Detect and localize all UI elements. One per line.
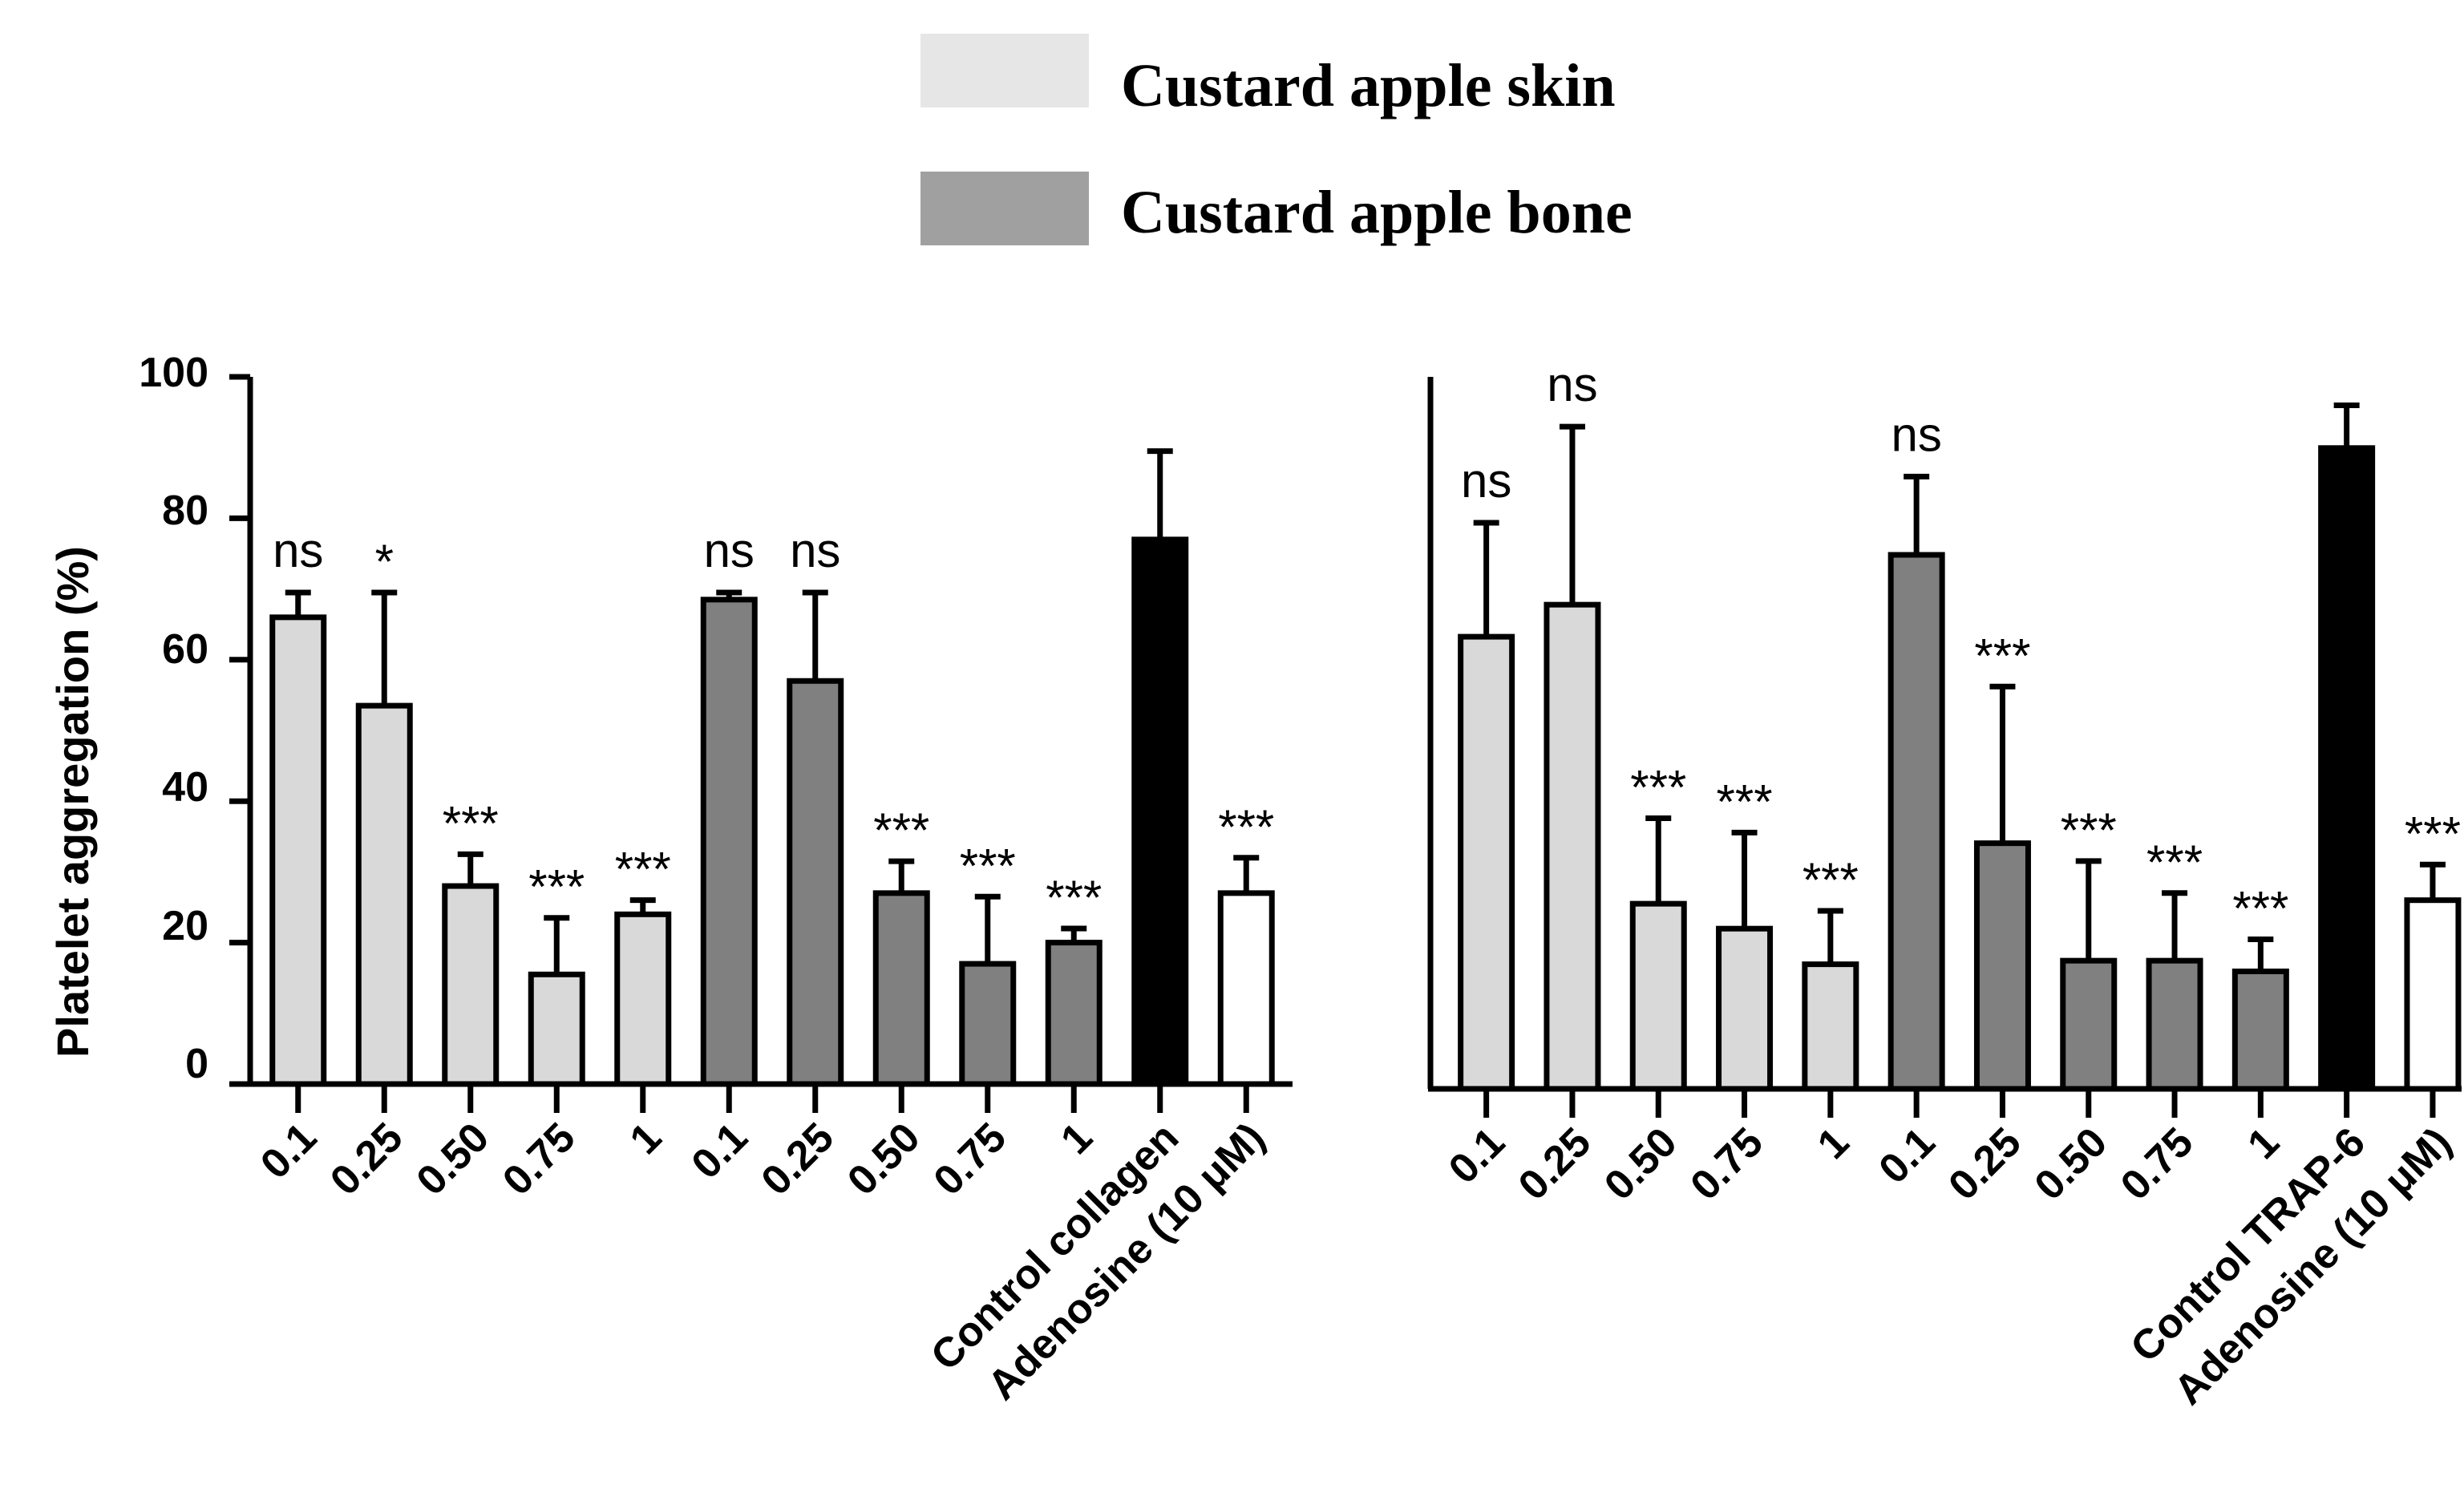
significance-label: ns: [273, 524, 323, 577]
significance-label: ***: [528, 860, 585, 914]
y-tick-label: 80: [162, 488, 208, 534]
x-tick-label: 0.25: [1510, 1119, 1600, 1209]
bar-skin: [1458, 633, 1515, 1092]
significance-label: ***: [960, 839, 1016, 892]
bar-bone: [2146, 957, 2203, 1092]
bar-control: [1131, 536, 1189, 1087]
x-tick-label: 0.50: [2026, 1119, 2117, 1209]
x-tick-label: 0.50: [1596, 1119, 1686, 1209]
bar-bone: [959, 961, 1017, 1087]
significance-label: ***: [443, 796, 499, 850]
chart-right: ns 0.1 ns 0.25 *** 0.50 *** 0.75 *** 1 ns 0.1 *** 0.2…: [1427, 358, 2462, 1414]
bar-skin: [442, 883, 500, 1087]
bar-bone: [872, 890, 930, 1087]
x-tick-label: 0.75: [494, 1114, 585, 1204]
x-tick-label: 0.75: [2112, 1119, 2203, 1209]
x-tick-label: 0.50: [408, 1114, 499, 1204]
significance-label: ***: [2061, 803, 2117, 857]
bar-bone: [2231, 968, 2289, 1092]
legend-label-bone: Custard apple bone: [1121, 179, 1633, 246]
bar-skin: [1802, 961, 1859, 1092]
x-tick-label: 0.25: [1940, 1119, 2030, 1209]
x-tick-label: 0.50: [839, 1114, 929, 1204]
significance-label: ns: [1461, 454, 1511, 508]
significance-label: ***: [873, 803, 929, 857]
x-tick-label: 1: [2239, 1119, 2288, 1167]
bar-adenosine: [2404, 897, 2462, 1092]
x-tick-label: 0.25: [753, 1114, 844, 1204]
bar-control: [2318, 445, 2376, 1092]
y-tick-label: 60: [162, 626, 208, 673]
bar-bone: [700, 597, 758, 1087]
bar-bone: [787, 678, 844, 1087]
y-tick-label: 100: [139, 350, 208, 396]
chart-left: ns 0.1 * 0.25 *** 0.50 *** 0.75 *** 1 ns 0.1 ns 0.25 *…: [229, 374, 1293, 1409]
significance-label: ns: [1547, 358, 1597, 411]
significance-label: *: [375, 535, 394, 589]
significance-label: ***: [1218, 800, 1274, 854]
x-tick-label: 0.75: [1681, 1119, 1772, 1209]
x-tick-label: 1: [1052, 1114, 1101, 1163]
significance-label: ***: [2146, 835, 2203, 889]
significance-label: ***: [1802, 853, 1859, 907]
y-axis-label: Platelet aggregation (%): [47, 546, 98, 1058]
x-tick-label: 1: [1809, 1119, 1858, 1167]
significance-label: ns: [1891, 407, 1941, 461]
x-tick-label: 1: [621, 1114, 670, 1163]
significance-label: ***: [1974, 629, 2030, 682]
x-tick-label: 0.1: [252, 1114, 326, 1187]
significance-label: ***: [1717, 775, 1773, 828]
significance-label: ***: [615, 843, 671, 896]
significance-label: ***: [1046, 871, 1102, 924]
legend-swatch-skin: [920, 34, 1089, 107]
bar-bone: [1045, 940, 1103, 1087]
y-tick-label: 40: [162, 764, 208, 811]
significance-label: ns: [790, 524, 840, 577]
y-tick-label: 0: [185, 1041, 208, 1087]
bar-skin: [269, 614, 327, 1087]
x-tick-label: 0.25: [322, 1114, 412, 1204]
bar-bone: [1887, 552, 1945, 1092]
x-tick-label: 0.1: [1440, 1119, 1514, 1192]
bar-adenosine: [1217, 890, 1275, 1087]
legend-swatch-bone: [920, 172, 1089, 245]
x-tick-label: 0.1: [683, 1114, 757, 1187]
bar-bone: [1973, 840, 2031, 1092]
bar-bone: [2060, 957, 2118, 1092]
x-tick-label: 0.1: [1871, 1119, 1944, 1192]
significance-label: ***: [2232, 882, 2288, 936]
significance-label: ***: [2405, 807, 2461, 860]
y-tick-label: 20: [162, 903, 208, 949]
significance-label: ns: [704, 524, 755, 577]
bar-skin: [1544, 601, 1601, 1092]
bar-skin: [355, 702, 413, 1087]
bar-skin: [528, 971, 585, 1087]
x-tick-label: 0.75: [925, 1114, 1016, 1204]
bar-skin: [614, 911, 672, 1087]
bar-skin: [1629, 900, 1687, 1092]
significance-label: ***: [1630, 761, 1686, 815]
y-tick-labels: 0 20 40 60 80 100: [139, 350, 208, 1087]
legend-label-skin: Custard apple skin: [1121, 52, 1616, 119]
legend: Custard apple skin Custard apple bone: [920, 34, 1633, 246]
bar-skin: [1716, 925, 1774, 1092]
